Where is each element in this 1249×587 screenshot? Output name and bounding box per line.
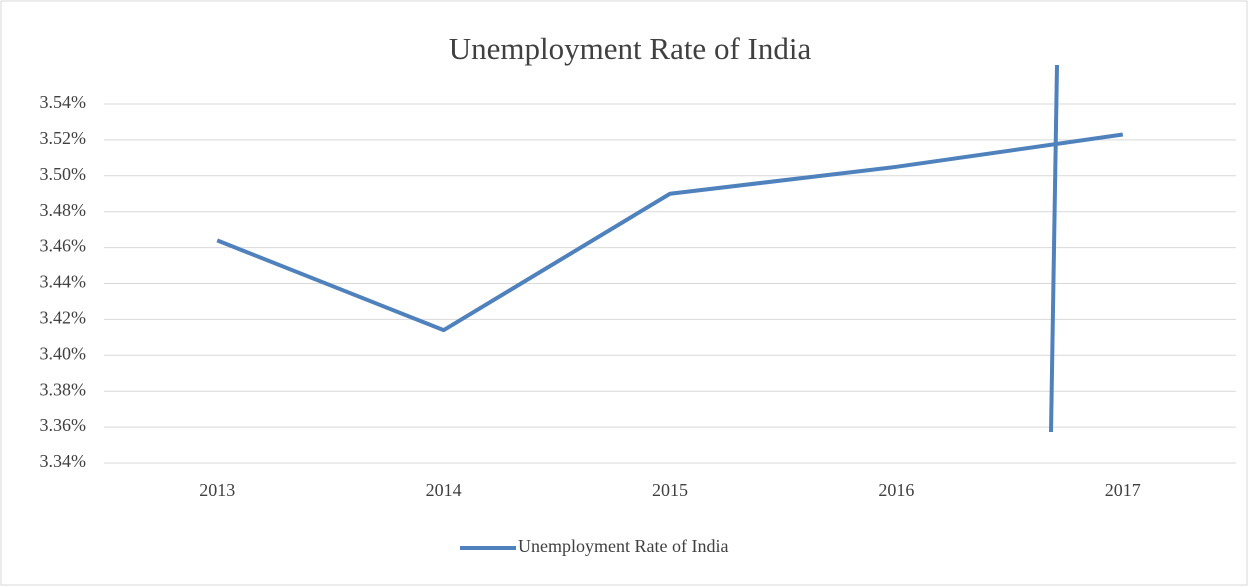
y-tick-label: 3.46% [40,236,87,256]
legend-label: Unemployment Rate of India [518,536,728,556]
y-tick-label: 3.52% [40,128,87,148]
y-tick-label: 3.48% [40,200,87,220]
y-tick-label: 3.54% [40,92,87,112]
chart-title: Unemployment Rate of India [449,31,812,66]
series-line [216,132,1124,333]
x-tick-label: 2017 [1105,480,1141,500]
y-tick-label: 3.50% [40,164,87,184]
x-tick-label: 2016 [878,480,914,500]
x-tick-label: 2015 [652,480,688,500]
y-tick-label: 3.40% [40,343,87,363]
y-tick-label: 3.34% [40,451,87,471]
annotation-line [1049,64,1059,433]
x-tick-label: 2014 [426,480,462,500]
plot-area: 3.34% 3.36% 3.38% 3.40% 3.42% 3.44% 3.46% 3.48%… [40,92,1236,556]
y-tick-label: 3.44% [40,272,87,292]
y-tick-label: 3.42% [40,308,87,328]
x-tick-label: 2013 [199,480,235,500]
y-tick-label: 3.38% [40,379,87,399]
y-tick-label: 3.36% [40,415,87,435]
